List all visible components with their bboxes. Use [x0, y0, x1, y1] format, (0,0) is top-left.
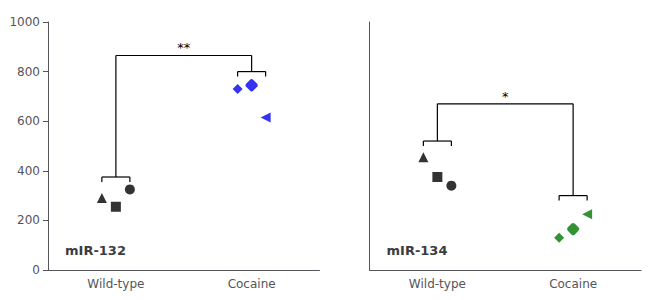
svg-text:Wild-type: Wild-type: [409, 277, 466, 291]
svg-text:mIR-134: mIR-134: [387, 243, 448, 258]
svg-text:400: 400: [17, 164, 40, 178]
svg-text:1000: 1000: [9, 15, 40, 29]
svg-text:Wild-type: Wild-type: [87, 277, 144, 291]
svg-text:mIR-132: mIR-132: [65, 243, 126, 258]
svg-text:800: 800: [17, 65, 40, 79]
svg-text:0: 0: [32, 263, 40, 277]
svg-text:**: **: [177, 40, 191, 55]
svg-text:Cocaine: Cocaine: [228, 277, 276, 291]
svg-text:200: 200: [17, 213, 40, 227]
svg-text:600: 600: [17, 114, 40, 128]
svg-text:Cocaine: Cocaine: [549, 277, 597, 291]
svg-text:*: *: [502, 89, 509, 104]
